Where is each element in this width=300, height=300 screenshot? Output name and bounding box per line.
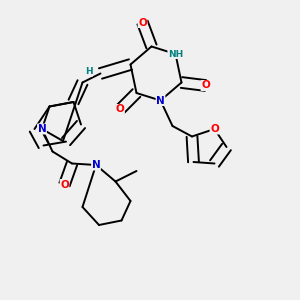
Text: N: N (92, 160, 100, 170)
Text: H: H (85, 68, 92, 76)
Text: O: O (60, 179, 69, 190)
Text: O: O (210, 124, 219, 134)
Text: O: O (201, 80, 210, 91)
Text: N: N (156, 95, 165, 106)
Text: NH: NH (168, 50, 183, 58)
Text: O: O (138, 17, 147, 28)
Text: O: O (116, 104, 124, 115)
Text: N: N (38, 124, 46, 134)
